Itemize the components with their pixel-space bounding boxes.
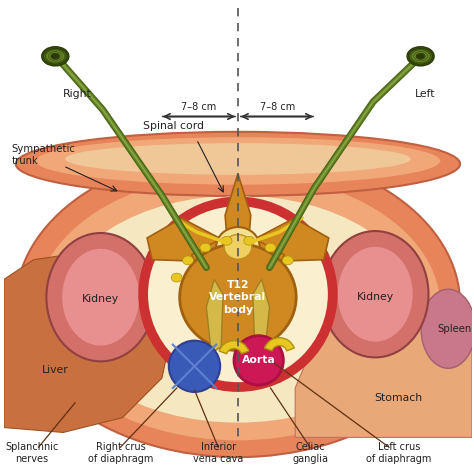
Ellipse shape [16, 132, 460, 196]
Text: Stomach: Stomach [374, 393, 422, 403]
Text: Kidney: Kidney [82, 294, 119, 304]
Ellipse shape [337, 247, 413, 342]
Ellipse shape [46, 51, 64, 62]
Ellipse shape [408, 47, 433, 65]
Text: Aorta: Aorta [242, 355, 275, 366]
Polygon shape [147, 218, 219, 262]
Text: Inferior
vena cava: Inferior vena cava [193, 442, 243, 464]
Ellipse shape [416, 53, 426, 60]
Ellipse shape [43, 47, 68, 65]
Text: Left: Left [415, 89, 435, 99]
Text: Kidney: Kidney [356, 292, 394, 302]
Ellipse shape [244, 236, 255, 245]
Ellipse shape [50, 53, 60, 60]
Ellipse shape [62, 249, 139, 345]
Ellipse shape [221, 236, 232, 245]
Polygon shape [4, 252, 177, 432]
Ellipse shape [421, 289, 474, 368]
Ellipse shape [322, 231, 428, 358]
Ellipse shape [224, 234, 252, 259]
Wedge shape [219, 341, 249, 354]
Polygon shape [191, 240, 221, 278]
Ellipse shape [58, 196, 418, 423]
Text: 7–8 cm: 7–8 cm [181, 102, 216, 111]
Text: Splanchnic
nerves: Splanchnic nerves [5, 442, 58, 464]
Text: Spinal cord: Spinal cord [143, 121, 204, 132]
Ellipse shape [283, 256, 293, 265]
Ellipse shape [182, 256, 193, 265]
Polygon shape [253, 279, 270, 353]
Ellipse shape [234, 336, 283, 385]
Ellipse shape [65, 143, 410, 175]
Ellipse shape [216, 227, 260, 267]
Ellipse shape [16, 151, 460, 457]
Text: Sympathetic
trunk: Sympathetic trunk [12, 144, 76, 166]
Wedge shape [264, 338, 294, 351]
Ellipse shape [46, 233, 155, 361]
Text: Spleen: Spleen [437, 324, 471, 334]
Ellipse shape [412, 51, 429, 62]
Ellipse shape [142, 196, 334, 388]
Text: Left crus
of diaphragm: Left crus of diaphragm [366, 442, 431, 464]
Ellipse shape [150, 208, 326, 380]
Ellipse shape [169, 341, 220, 392]
Polygon shape [255, 240, 284, 278]
Ellipse shape [180, 244, 296, 351]
Ellipse shape [36, 174, 440, 440]
Polygon shape [257, 218, 329, 262]
Text: Liver: Liver [41, 365, 68, 375]
Text: 7–8 cm: 7–8 cm [260, 102, 295, 111]
Text: T12
Vertebral
body: T12 Vertebral body [210, 280, 266, 314]
Text: Right: Right [63, 89, 92, 99]
Polygon shape [206, 279, 223, 353]
Polygon shape [225, 174, 251, 240]
Ellipse shape [36, 137, 440, 185]
Ellipse shape [171, 273, 182, 282]
Ellipse shape [265, 243, 276, 252]
Text: Celiac
ganglia: Celiac ganglia [292, 442, 328, 464]
Polygon shape [295, 299, 472, 438]
Ellipse shape [200, 243, 211, 252]
Text: Right crus
of diaphragm: Right crus of diaphragm [88, 442, 153, 464]
